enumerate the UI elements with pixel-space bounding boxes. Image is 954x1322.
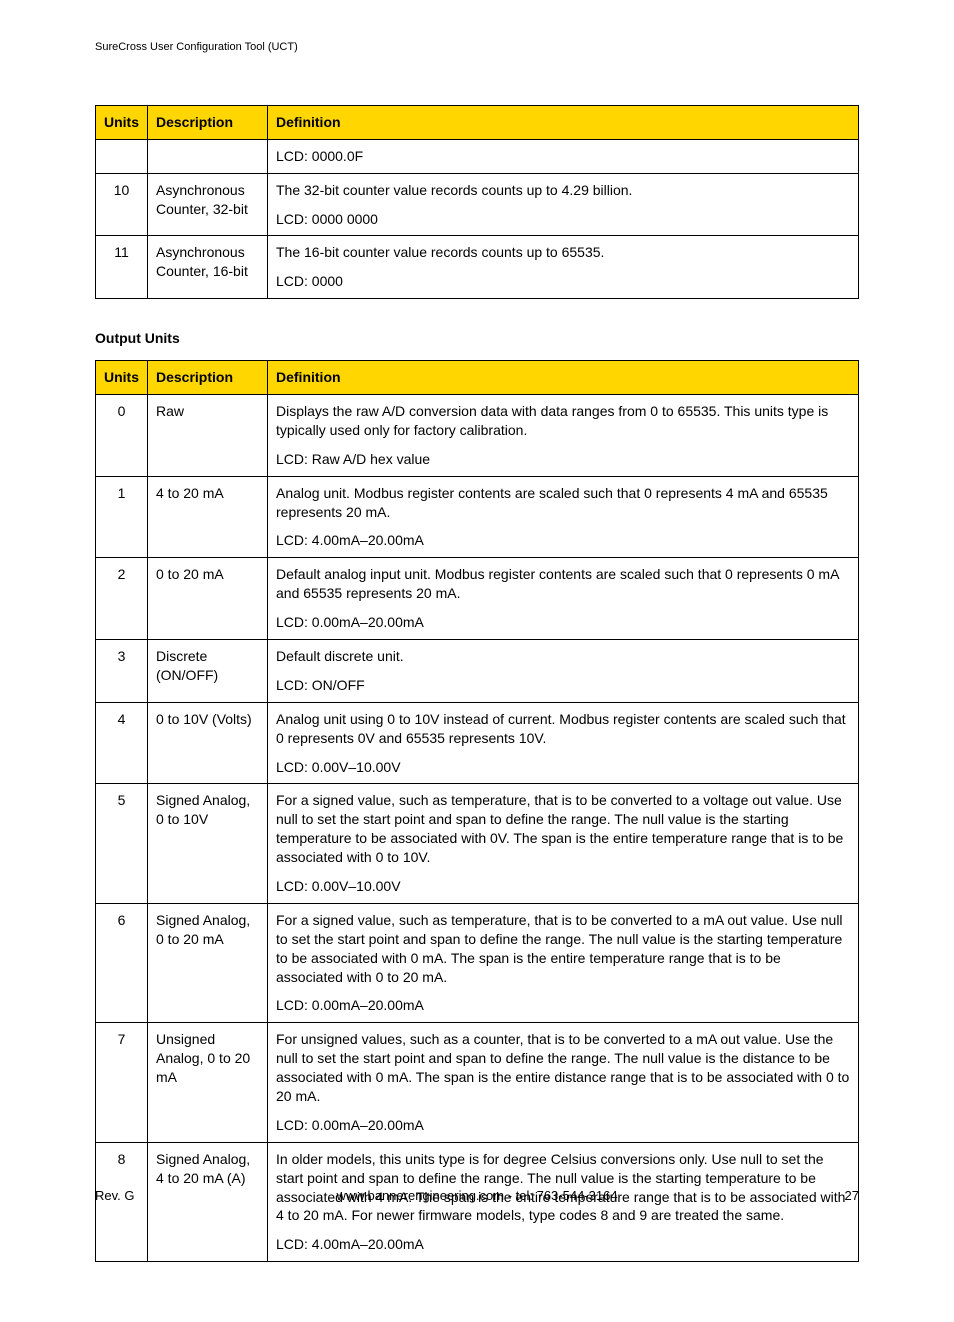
description-cell: Asynchronous Counter, 32-bit: [148, 173, 268, 236]
description-cell: Signed Analog, 0 to 10V: [148, 784, 268, 903]
col-units-header: Units: [96, 361, 148, 395]
definition-text: The 32-bit counter value records counts …: [276, 181, 850, 200]
units-cell: 0: [96, 394, 148, 476]
description-cell: Unsigned Analog, 0 to 20 mA: [148, 1023, 268, 1142]
definition-text: LCD: Raw A/D hex value: [276, 450, 850, 469]
table-row: 10Asynchronous Counter, 32-bit The 32-bit…: [96, 173, 859, 236]
description-cell: 0 to 10V (Volts): [148, 702, 268, 784]
units-cell: 10: [96, 173, 148, 236]
definition-text: LCD: 0.00mA–20.00mA: [276, 996, 850, 1015]
units-cell: 5: [96, 784, 148, 903]
col-units-header: Units: [96, 105, 148, 139]
definition-text: Default analog input unit. Modbus regist…: [276, 565, 850, 603]
description-cell: Asynchronous Counter, 16-bit: [148, 236, 268, 299]
definition-text: Analog unit. Modbus register contents ar…: [276, 484, 850, 522]
definition-text: For a signed value, such as temperature,…: [276, 791, 850, 867]
table-row: 5Signed Analog, 0 to 10VFor a signed val…: [96, 784, 859, 903]
input-units-table-fragment: Units Description Definition LCD: 0000.0…: [95, 105, 859, 299]
definition-cell: For a signed value, such as temperature,…: [268, 903, 859, 1022]
definition-text: LCD: 0.00mA–20.00mA: [276, 1116, 850, 1135]
footer-page-number: 27: [845, 1187, 859, 1205]
definition-text: Default discrete unit.: [276, 647, 850, 666]
description-cell: Signed Analog, 0 to 20 mA: [148, 903, 268, 1022]
description-cell: [148, 139, 268, 173]
table-row: 20 to 20 mADefault analog input unit. Mo…: [96, 558, 859, 640]
definition-cell: Default discrete unit. LCD: ON/OFF: [268, 639, 859, 702]
footer-revision: Rev. G: [95, 1187, 135, 1205]
col-definition-header: Definition: [268, 105, 859, 139]
units-cell: 1: [96, 476, 148, 558]
definition-cell: LCD: 0000.0F: [268, 139, 859, 173]
definition-text: The 16-bit counter value records counts …: [276, 243, 850, 262]
units-cell: 2: [96, 558, 148, 640]
col-definition-header: Definition: [268, 361, 859, 395]
definition-cell: Displays the raw A/D conversion data wit…: [268, 394, 859, 476]
definition-cell: For unsigned values, such as a counter, …: [268, 1023, 859, 1142]
definition-text: Analog unit using 0 to 10V instead of cu…: [276, 710, 850, 748]
units-cell: 11: [96, 236, 148, 299]
definition-text: For unsigned values, such as a counter, …: [276, 1030, 850, 1106]
table-row: 7Unsigned Analog, 0 to 20 mAFor unsigned…: [96, 1023, 859, 1142]
description-cell: Discrete (ON/OFF): [148, 639, 268, 702]
definition-cell: For a signed value, such as temperature,…: [268, 784, 859, 903]
definition-text: LCD: 0.00V–10.00V: [276, 877, 850, 896]
output-units-heading: Output Units: [95, 329, 859, 348]
definition-text: For a signed value, such as temperature,…: [276, 911, 850, 987]
units-cell: [96, 139, 148, 173]
definition-text: LCD: 4.00mA–20.00mA: [276, 1235, 850, 1254]
definition-cell: Analog unit. Modbus register contents ar…: [268, 476, 859, 558]
description-cell: 0 to 20 mA: [148, 558, 268, 640]
units-cell: 6: [96, 903, 148, 1022]
definition-text: LCD: ON/OFF: [276, 676, 850, 695]
table-row: 3Discrete (ON/OFF)Default discrete unit.…: [96, 639, 859, 702]
col-description-header: Description: [148, 105, 268, 139]
page-header: SureCross User Configuration Tool (UCT): [95, 40, 859, 55]
units-cell: 4: [96, 702, 148, 784]
description-cell: Raw: [148, 394, 268, 476]
definition-cell: The 32-bit counter value records counts …: [268, 173, 859, 236]
table-row: 11Asynchronous Counter, 16-bit The 16-bit…: [96, 236, 859, 299]
table-row: 6Signed Analog, 0 to 20 mAFor a signed v…: [96, 903, 859, 1022]
definition-text: LCD: 0.00mA–20.00mA: [276, 613, 850, 632]
description-cell: 4 to 20 mA: [148, 476, 268, 558]
units-cell: 7: [96, 1023, 148, 1142]
units-cell: 3: [96, 639, 148, 702]
col-description-header: Description: [148, 361, 268, 395]
definition-text: LCD: 0.00V–10.00V: [276, 758, 850, 777]
definition-text: LCD: 0000 0000: [276, 210, 850, 229]
definition-cell: Default analog input unit. Modbus regist…: [268, 558, 859, 640]
table-row: 0RawDisplays the raw A/D conversion data…: [96, 394, 859, 476]
output-units-table: Units Description Definition 0RawDisplay…: [95, 360, 859, 1262]
definition-text: LCD: 4.00mA–20.00mA: [276, 531, 850, 550]
table-row: 40 to 10V (Volts)Analog unit using 0 to …: [96, 702, 859, 784]
definition-text: Displays the raw A/D conversion data wit…: [276, 402, 850, 440]
table-row: LCD: 0000.0F: [96, 139, 859, 173]
table-row: 14 to 20 mAAnalog unit. Modbus register …: [96, 476, 859, 558]
definition-text: LCD: 0000.0F: [276, 147, 850, 166]
definition-cell: Analog unit using 0 to 10V instead of cu…: [268, 702, 859, 784]
definition-cell: The 16-bit counter value records counts …: [268, 236, 859, 299]
definition-text: LCD: 0000: [276, 272, 850, 291]
footer-contact: www.bannerengineering.com - tel: 763-544…: [95, 1187, 859, 1205]
page-footer: Rev. G www.bannerengineering.com - tel: …: [95, 1187, 859, 1205]
